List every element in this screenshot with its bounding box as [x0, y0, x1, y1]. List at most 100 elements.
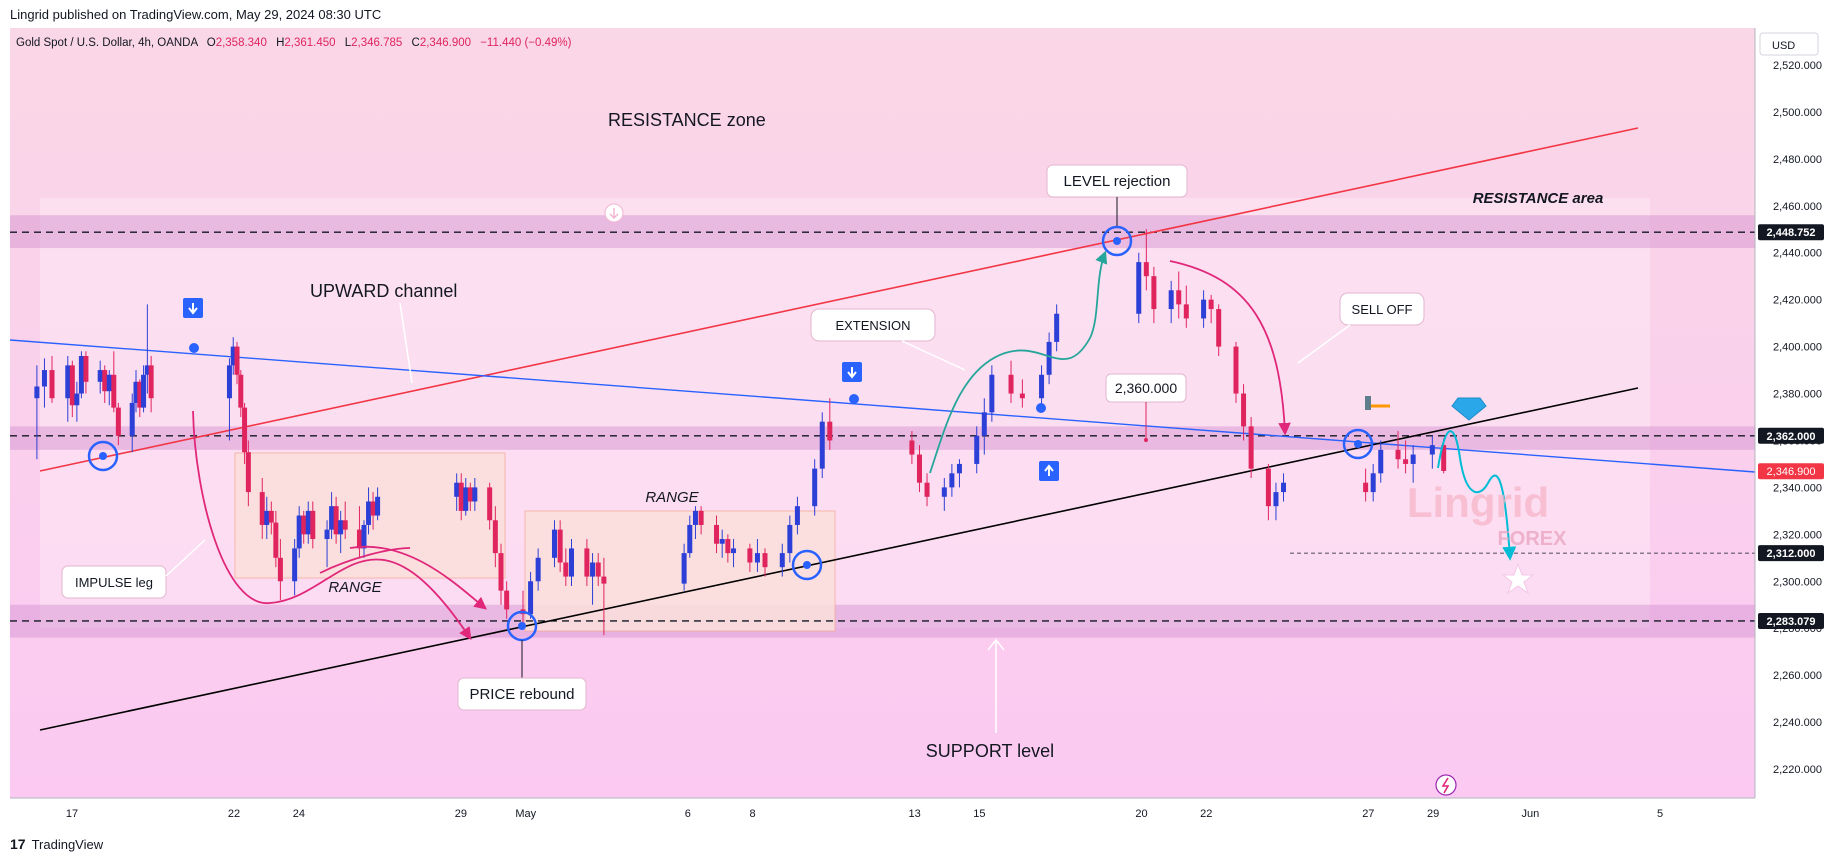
candle[interactable]	[1136, 252, 1142, 324]
candle[interactable]	[563, 548, 569, 586]
candle[interactable]	[747, 543, 753, 572]
candle[interactable]	[590, 553, 596, 605]
candle[interactable]	[74, 381, 80, 422]
candle[interactable]	[463, 478, 469, 516]
chart-container[interactable]: Lingrid FOREX RESISTANCE zone UPWARD cha…	[9, 28, 1826, 828]
candle[interactable]	[78, 351, 84, 399]
candle[interactable]	[137, 379, 143, 417]
candle[interactable]	[1046, 332, 1052, 385]
zone-band[interactable]	[10, 604, 1755, 638]
candle[interactable]	[941, 478, 947, 511]
time-axis[interactable]	[10, 798, 1826, 828]
candle[interactable]	[1395, 431, 1401, 469]
candle[interactable]	[557, 520, 563, 572]
candle[interactable]	[687, 515, 693, 558]
candle[interactable]	[601, 557, 607, 636]
candle[interactable]	[310, 501, 316, 549]
candle[interactable]	[956, 459, 962, 488]
candle[interactable]	[819, 412, 825, 479]
candle[interactable]	[375, 487, 381, 521]
candle[interactable]	[827, 398, 833, 450]
candle[interactable]	[909, 431, 915, 464]
candle[interactable]	[1233, 341, 1239, 403]
candle[interactable]	[129, 393, 135, 453]
candle[interactable]	[731, 539, 737, 568]
candle[interactable]	[714, 515, 720, 554]
candle[interactable]	[238, 370, 244, 417]
candle[interactable]	[1241, 384, 1247, 441]
candle[interactable]	[106, 370, 112, 406]
candle[interactable]	[528, 571, 534, 619]
candle[interactable]	[305, 501, 311, 544]
candle[interactable]	[242, 402, 248, 464]
candle[interactable]	[487, 482, 493, 530]
candle[interactable]	[273, 510, 279, 568]
candle[interactable]	[148, 355, 154, 413]
candle[interactable]	[1054, 304, 1060, 352]
candle[interactable]	[1273, 482, 1279, 521]
candle[interactable]	[102, 365, 108, 403]
candle[interactable]	[230, 337, 236, 375]
candle[interactable]	[301, 510, 307, 544]
candle[interactable]	[454, 473, 460, 511]
candle[interactable]	[681, 543, 687, 591]
candle[interactable]	[1151, 266, 1157, 324]
candle[interactable]	[97, 360, 103, 394]
lightning-icon[interactable]	[1435, 774, 1457, 796]
candle[interactable]	[1281, 473, 1287, 502]
candle[interactable]	[296, 506, 302, 558]
candle[interactable]	[1208, 294, 1214, 324]
candle[interactable]	[1265, 463, 1271, 521]
candle[interactable]	[924, 473, 930, 507]
candle[interactable]	[1363, 468, 1369, 502]
candle[interactable]	[1019, 379, 1025, 408]
candle[interactable]	[725, 534, 731, 563]
candle[interactable]	[144, 304, 150, 394]
zone-band[interactable]	[10, 426, 1755, 450]
candle[interactable]	[779, 543, 785, 577]
resistance-trendline[interactable]	[39, 127, 1639, 472]
candle[interactable]	[264, 496, 270, 540]
candle[interactable]	[698, 506, 704, 535]
candlestick-chart[interactable]: Lingrid FOREX RESISTANCE zone UPWARD cha…	[9, 28, 1826, 828]
candle[interactable]	[1410, 445, 1416, 483]
candle[interactable]	[338, 510, 344, 554]
candle[interactable]	[268, 501, 274, 535]
candle[interactable]	[762, 548, 768, 577]
candle[interactable]	[329, 492, 335, 540]
candle[interactable]	[498, 543, 504, 605]
candle[interactable]	[1168, 280, 1174, 324]
candle[interactable]	[458, 473, 464, 521]
candle[interactable]	[719, 529, 725, 558]
candle[interactable]	[342, 501, 348, 540]
candle[interactable]	[41, 358, 47, 408]
candle[interactable]	[535, 548, 541, 591]
candle[interactable]	[467, 482, 473, 511]
candle[interactable]	[1403, 440, 1409, 474]
candle[interactable]	[568, 539, 574, 586]
candle[interactable]	[277, 539, 283, 601]
candle[interactable]	[1370, 463, 1376, 502]
candle[interactable]	[65, 355, 71, 422]
candle[interactable]	[333, 496, 339, 544]
candle[interactable]	[949, 463, 955, 497]
candle[interactable]	[69, 360, 75, 417]
candle[interactable]	[595, 553, 601, 586]
candle[interactable]	[226, 358, 232, 441]
candle[interactable]	[974, 426, 980, 474]
candle[interactable]	[916, 445, 922, 493]
candle[interactable]	[259, 478, 265, 540]
candle[interactable]	[812, 459, 818, 516]
candle[interactable]	[1039, 365, 1045, 408]
candle[interactable]	[324, 520, 330, 568]
candle[interactable]	[366, 487, 372, 535]
candle[interactable]	[49, 355, 55, 403]
candle[interactable]	[111, 351, 117, 413]
candle[interactable]	[141, 365, 147, 413]
candle[interactable]	[492, 506, 498, 568]
candle[interactable]	[989, 365, 995, 422]
candle[interactable]	[1143, 229, 1149, 291]
candle[interactable]	[361, 520, 367, 558]
zone-band[interactable]	[10, 215, 1755, 249]
tradingview-footer[interactable]: 17 TradingView	[10, 836, 103, 852]
